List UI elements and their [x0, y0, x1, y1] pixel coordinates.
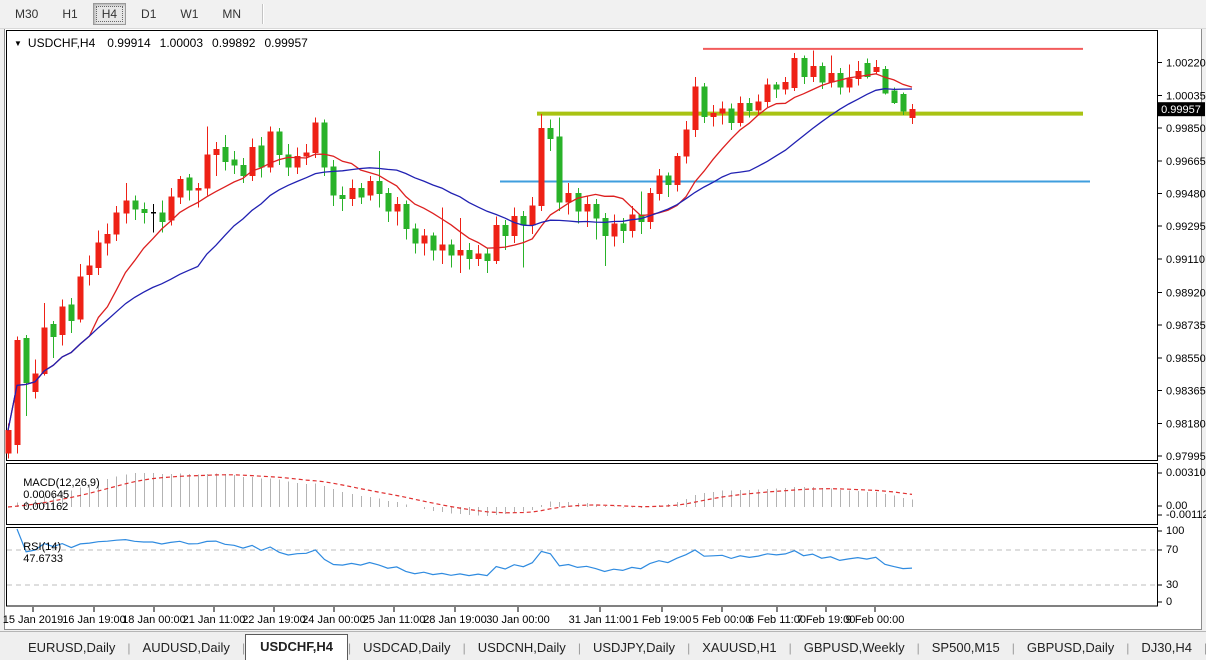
chart-tab-usdchf-h4[interactable]: USDCHF,H4 — [245, 634, 349, 660]
timeframe-toolbar: M30 H1 H4 D1 W1 MN — [0, 0, 1206, 29]
svg-text:16 Jan 19:00: 16 Jan 19:00 — [62, 614, 126, 626]
rsi-value: 47.6733 — [23, 553, 63, 565]
rsi-pane-label: RSI(14) 47.6733 — [11, 529, 70, 577]
tab-separator: | — [577, 641, 581, 655]
timeframe-button-w1[interactable]: W1 — [180, 7, 199, 21]
svg-text:0.99110: 0.99110 — [1166, 254, 1205, 266]
svg-text:0.99665: 0.99665 — [1166, 156, 1206, 168]
chart-tab-xauusd-h1[interactable]: XAUUSD,H1 — [702, 640, 777, 655]
timeframe-button-d1[interactable]: D1 — [141, 7, 157, 21]
symbol-label: USDCHF,H4 — [27, 36, 96, 50]
tab-separator: | — [241, 641, 246, 655]
svg-text:21 Jan 11:00: 21 Jan 11:00 — [183, 614, 246, 626]
quote-low: 0.99892 — [212, 36, 256, 50]
tab-separator: | — [916, 641, 920, 655]
macd-pane-label: MACD(12,26,9) 0.000645 0.001162 — [11, 465, 107, 525]
tab-separator: | — [1011, 641, 1015, 655]
chart-tab-dj30-h4[interactable]: DJ30,H4 — [1141, 640, 1192, 655]
svg-text:0.99480: 0.99480 — [1166, 189, 1206, 201]
tab-separator: | — [462, 641, 466, 655]
svg-text:70: 70 — [1166, 544, 1178, 556]
quote-high: 1.00003 — [159, 36, 204, 50]
svg-text:22 Jan 19:00: 22 Jan 19:00 — [242, 614, 306, 626]
svg-text:1.00220: 1.00220 — [1166, 58, 1206, 70]
svg-text:100: 100 — [1166, 525, 1184, 537]
svg-text:1.00035: 1.00035 — [1166, 90, 1206, 102]
macd-main-value: 0.000645 — [23, 489, 70, 501]
chart-tab-usdcad-daily[interactable]: USDCAD,Daily — [363, 640, 451, 655]
timeframe-button-h4[interactable]: H4 — [92, 3, 127, 25]
quote-close: 0.99957 — [264, 36, 308, 50]
chart-tab-bar: EURUSD,Daily | AUDUSD,Daily | USDCHF,H4 | USDC… — [0, 631, 1206, 660]
svg-text:31 Jan 11:00: 31 Jan 11:00 — [569, 614, 632, 626]
svg-text:0.99850: 0.99850 — [1166, 123, 1206, 135]
timeframe-button-m30[interactable]: M30 — [15, 7, 39, 21]
svg-text:7 Feb 19:00: 7 Feb 19:00 — [797, 614, 856, 626]
chart-title: ▼ USDCHF,H4 0.99914 1.00003 0.99892 0.99… — [14, 36, 317, 50]
svg-text:28 Jan 19:00: 28 Jan 19:00 — [423, 614, 487, 626]
chart-tab-usdjpy-daily[interactable]: USDJPY,Daily — [592, 640, 676, 655]
tab-separator: | — [788, 641, 792, 655]
timeframe-button-h1[interactable]: H1 — [62, 7, 78, 21]
tab-separator: | — [348, 641, 352, 655]
svg-text:1 Feb 19:00: 1 Feb 19:00 — [633, 614, 692, 626]
tab-separator: | — [1126, 641, 1130, 655]
svg-text:18 Jan 00:00: 18 Jan 00:00 — [122, 614, 186, 626]
svg-text:0.99957: 0.99957 — [1161, 104, 1201, 116]
chart-tab-sp500-m15[interactable]: SP500,M15 — [931, 640, 1000, 655]
svg-text:9 Feb 00:00: 9 Feb 00:00 — [846, 614, 905, 626]
svg-text:5 Feb 00:00: 5 Feb 00:00 — [693, 614, 752, 626]
svg-text:0.98920: 0.98920 — [1166, 288, 1206, 300]
macd-name: MACD(12,26,9) — [23, 477, 100, 489]
chart-tab-usdcnh-daily[interactable]: USDCNH,Daily — [477, 640, 566, 655]
svg-text:0: 0 — [1166, 596, 1172, 608]
svg-text:-0.001125: -0.001125 — [1166, 509, 1206, 521]
quote-open: 0.99914 — [107, 36, 151, 50]
tab-separator: | — [1203, 641, 1206, 655]
timeframe-button-mn[interactable]: MN — [222, 7, 242, 21]
svg-text:24 Jan 00:00: 24 Jan 00:00 — [302, 614, 366, 626]
svg-text:0.98365: 0.98365 — [1166, 386, 1206, 398]
svg-text:6 Feb 11:00: 6 Feb 11:00 — [748, 614, 806, 626]
svg-text:30: 30 — [1166, 579, 1178, 591]
svg-text:0.00: 0.00 — [1166, 500, 1187, 512]
chart-tab-gbpusd-daily[interactable]: GBPUSD,Daily — [1026, 640, 1115, 655]
tab-separator: | — [687, 641, 691, 655]
svg-text:0.98180: 0.98180 — [1166, 418, 1206, 430]
svg-text:0.99295: 0.99295 — [1166, 221, 1206, 233]
svg-text:0.98735: 0.98735 — [1166, 320, 1206, 332]
svg-text:15 Jan 2019: 15 Jan 2019 — [3, 614, 64, 626]
toolbar-separator — [262, 4, 265, 24]
rsi-name: RSI(14) — [23, 541, 62, 553]
chart-tab-gbpusd-weekly[interactable]: GBPUSD,Weekly — [803, 640, 905, 655]
tab-separator: | — [127, 641, 131, 655]
chart-tab-audusd-daily[interactable]: AUDUSD,Daily — [142, 640, 230, 655]
svg-text:30 Jan 00:00: 30 Jan 00:00 — [486, 614, 550, 626]
svg-text:0.003107: 0.003107 — [1166, 467, 1206, 479]
svg-text:0.97995: 0.97995 — [1166, 451, 1206, 463]
svg-text:0.98550: 0.98550 — [1166, 353, 1206, 365]
symbol-dropdown-icon[interactable]: ▼ — [14, 38, 22, 48]
macd-signal-value: 0.001162 — [23, 501, 69, 513]
svg-text:25 Jan 11:00: 25 Jan 11:00 — [363, 614, 426, 626]
chart-tab-eurusd-daily[interactable]: EURUSD,Daily — [28, 640, 116, 655]
